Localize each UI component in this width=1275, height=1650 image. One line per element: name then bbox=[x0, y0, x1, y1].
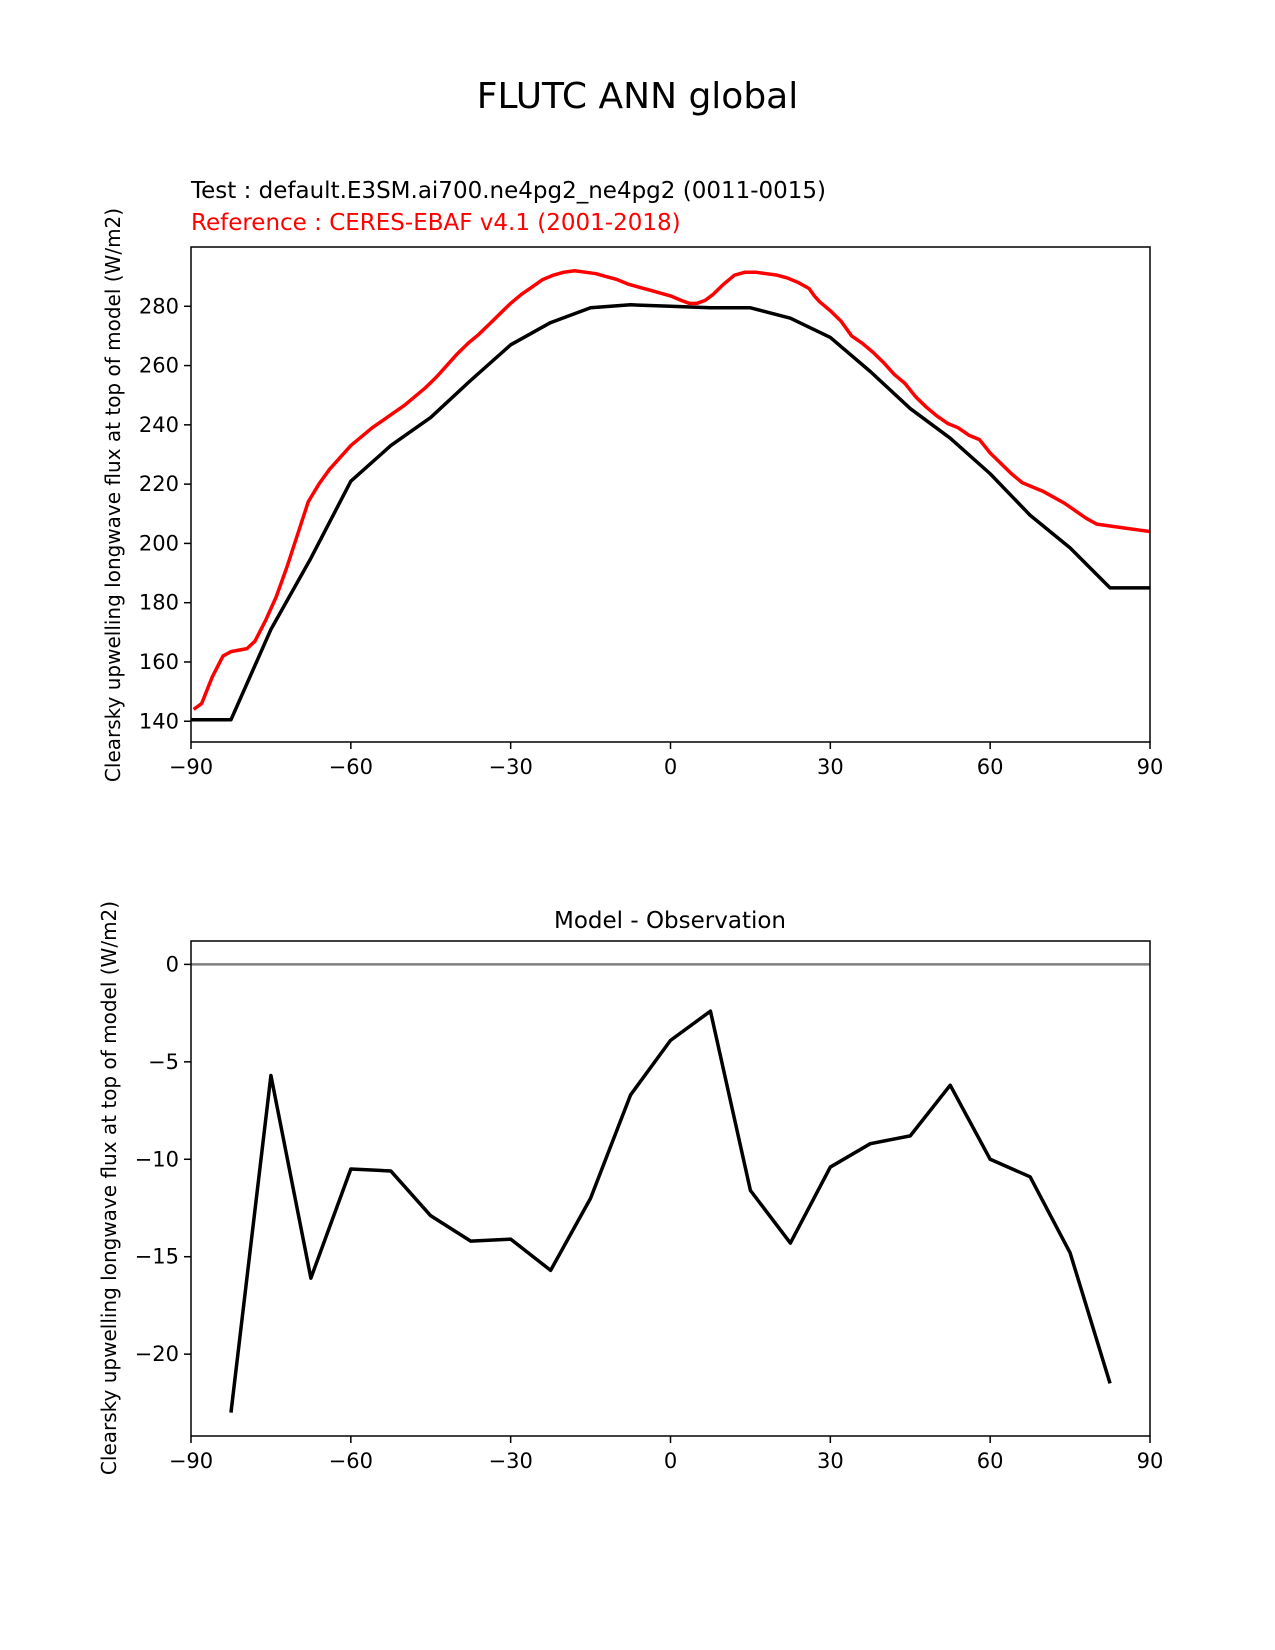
top-panel-y-tick-label: 280 bbox=[139, 294, 179, 318]
top-panel-y-tick-label: 180 bbox=[139, 591, 179, 615]
bottom-panel-frame bbox=[190, 940, 1151, 1437]
top-panel-x-tick-label: 0 bbox=[664, 755, 677, 779]
top-panel-y-tick-label: 260 bbox=[139, 354, 179, 378]
figure-title: FLUTC ANN global bbox=[477, 76, 799, 117]
bottom-panel-y-tick-label: 0 bbox=[166, 952, 179, 976]
top-panel-x-tick-label: −30 bbox=[489, 755, 533, 779]
top-panel-plot-area bbox=[191, 268, 1151, 722]
bottom-panel-diff-series-line bbox=[229, 1009, 1112, 1413]
top-panel-reference-title: Reference : CERES-EBAF v4.1 (2001-2018) bbox=[191, 210, 681, 236]
top-panel-x-tick-label: 60 bbox=[977, 755, 1004, 779]
top-panel-test-series-line bbox=[191, 303, 1150, 722]
top-panel-reference-series-line bbox=[192, 268, 1151, 711]
top-panel-y-tick-label: 220 bbox=[139, 472, 179, 496]
top-panel-frame bbox=[190, 246, 1151, 743]
top-panel: Test : default.E3SM.ai700.ne4pg2_ne4pg2 … bbox=[101, 178, 1163, 782]
bottom-panel: Model - Observation Clearsky upwelling l… bbox=[97, 901, 1163, 1475]
bottom-panel-y-tick-label: −5 bbox=[148, 1050, 179, 1074]
top-panel-y-tick-label: 140 bbox=[139, 709, 179, 733]
bottom-panel-y-tick-label: −15 bbox=[135, 1245, 179, 1269]
top-panel-x-tick-label: 30 bbox=[817, 755, 844, 779]
top-panel-x-tick-label: −60 bbox=[329, 755, 373, 779]
bottom-panel-x-tick-label: −90 bbox=[169, 1449, 213, 1473]
bottom-panel-x-tick-label: −60 bbox=[329, 1449, 373, 1473]
bottom-panel-title: Model - Observation bbox=[554, 908, 786, 934]
top-panel-test-title: Test : default.E3SM.ai700.ne4pg2_ne4pg2 … bbox=[190, 178, 826, 204]
top-panel-y-tick-label: 200 bbox=[139, 531, 179, 555]
bottom-panel-x-tick-label: 90 bbox=[1137, 1449, 1164, 1473]
top-panel-y-tick-label: 240 bbox=[139, 413, 179, 437]
bottom-panel-x-tick-label: 60 bbox=[977, 1449, 1004, 1473]
bottom-panel-x-tick-label: 0 bbox=[664, 1449, 677, 1473]
top-panel-x-tick-label: −90 bbox=[169, 755, 213, 779]
bottom-panel-axes: −90 −60 −30 0 30 60 90 0 −5 −10 −15 −20 bbox=[135, 952, 1164, 1473]
bottom-panel-y-tick-label: −20 bbox=[135, 1342, 179, 1366]
bottom-panel-plot-area bbox=[191, 963, 1150, 1413]
bottom-panel-x-tick-label: 30 bbox=[817, 1449, 844, 1473]
bottom-panel-x-tick-label: −30 bbox=[489, 1449, 533, 1473]
top-panel-y-tick-label: 160 bbox=[139, 650, 179, 674]
top-panel-x-tick-label: 90 bbox=[1137, 755, 1164, 779]
top-panel-y-axis-label: Clearsky upwelling longwave flux at top … bbox=[101, 208, 125, 782]
bottom-panel-y-axis-label: Clearsky upwelling longwave flux at top … bbox=[97, 901, 121, 1475]
top-panel-axes: −90 −60 −30 0 30 60 90 140 160 180 200 220 240 260 280 bbox=[139, 294, 1163, 779]
bottom-panel-y-tick-label: −10 bbox=[135, 1147, 179, 1171]
